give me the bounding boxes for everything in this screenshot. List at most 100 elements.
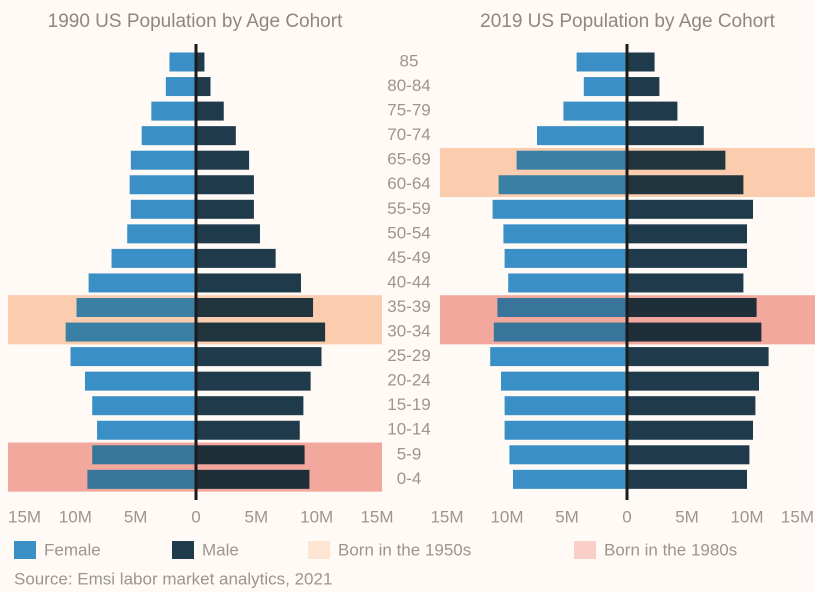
y-tick-label: 5-9 — [397, 444, 422, 463]
x-tick-label: 10M — [730, 507, 763, 526]
legend-label: Born in the 1980s — [604, 540, 737, 559]
x-tick-label: 10M — [59, 507, 92, 526]
legend-swatch — [14, 541, 36, 559]
bar — [151, 101, 196, 121]
bar — [583, 77, 627, 97]
bar — [127, 224, 196, 244]
bar — [196, 371, 311, 391]
y-tick-label: 75-79 — [387, 101, 430, 120]
y-tick-label: 80-84 — [387, 76, 430, 95]
bar — [84, 371, 196, 391]
bar — [501, 371, 627, 391]
series-group — [627, 52, 769, 489]
legend-label: Male — [202, 540, 239, 559]
bar — [70, 347, 196, 367]
panel-title: 1990 US Population by Age Cohort — [48, 11, 343, 32]
bar — [537, 126, 627, 146]
bar — [627, 77, 660, 97]
y-tick-label: 35-39 — [387, 297, 430, 316]
bar — [627, 371, 759, 391]
y-tick-label: 60-64 — [387, 174, 430, 193]
y-tick-label: 85 — [400, 51, 419, 70]
bar — [576, 52, 627, 72]
y-tick-label: 65-69 — [387, 150, 430, 169]
bar — [196, 77, 211, 97]
legend-label: Born in the 1950s — [338, 540, 471, 559]
series-group — [490, 52, 627, 489]
y-tick-label: 70-74 — [387, 125, 430, 144]
bar — [504, 248, 627, 268]
bar — [196, 150, 250, 170]
panel-title: 2019 US Population by Age Cohort — [480, 11, 775, 32]
legend-swatch — [308, 541, 330, 559]
bar — [627, 445, 750, 465]
bar — [130, 150, 196, 170]
bar — [196, 347, 322, 367]
bar — [141, 126, 196, 146]
bar — [627, 199, 753, 219]
y-tick-label: 20-24 — [387, 371, 430, 390]
bar — [196, 52, 205, 72]
y-tick-label: 10-14 — [387, 420, 430, 439]
x-tick-label: 5M — [555, 507, 579, 526]
bar — [130, 199, 196, 219]
bar — [627, 396, 756, 416]
bar — [627, 469, 747, 489]
x-tick-label: 5M — [245, 507, 269, 526]
source: Source: Emsi labor market analytics, 202… — [14, 569, 332, 588]
x-tick-label: 0 — [191, 507, 200, 526]
bar — [88, 273, 196, 293]
bar — [504, 420, 627, 440]
bar — [196, 396, 304, 416]
bar — [627, 224, 747, 244]
bar — [111, 248, 196, 268]
bar — [627, 420, 753, 440]
bar — [513, 469, 627, 489]
x-tick-label: 0 — [622, 507, 631, 526]
bar — [627, 52, 655, 72]
y-tick-label: 0-4 — [397, 469, 422, 488]
series-group — [65, 52, 197, 489]
bar — [196, 248, 276, 268]
legend-label: Female — [44, 540, 101, 559]
bar — [196, 175, 254, 195]
bar — [196, 420, 300, 440]
bar — [196, 101, 224, 121]
x-tick-label: 15M — [430, 507, 463, 526]
bar — [196, 126, 236, 146]
bar — [196, 273, 301, 293]
bar — [627, 126, 704, 146]
x-tick-label: 5M — [675, 507, 699, 526]
x-tick-label: 15M — [781, 507, 814, 526]
bar — [504, 396, 627, 416]
x-tick-label: 10M — [490, 507, 523, 526]
y-tick-label: 15-19 — [387, 395, 430, 414]
bar — [627, 273, 744, 293]
y-tick-label: 30-34 — [387, 322, 430, 341]
bar — [563, 101, 627, 121]
bar — [627, 101, 678, 121]
bar — [165, 77, 196, 97]
y-tick-label: 45-49 — [387, 248, 430, 267]
bar — [92, 396, 196, 416]
bar — [492, 199, 627, 219]
bar — [196, 199, 254, 219]
x-tick-label: 15M — [8, 507, 41, 526]
bar — [627, 347, 769, 367]
y-tick-label: 40-44 — [387, 272, 430, 291]
series-group — [196, 52, 326, 489]
legend-swatch — [574, 541, 596, 559]
y-tick-label: 25-29 — [387, 346, 430, 365]
bar — [169, 52, 196, 72]
bar — [129, 175, 196, 195]
bar — [503, 224, 627, 244]
x-tick-label: 10M — [300, 507, 333, 526]
x-tick-label: 15M — [360, 507, 393, 526]
bar — [97, 420, 196, 440]
bar — [509, 445, 627, 465]
bar — [196, 224, 260, 244]
bar — [508, 273, 627, 293]
x-tick-label: 5M — [124, 507, 148, 526]
y-tick-label: 55-59 — [387, 199, 430, 218]
